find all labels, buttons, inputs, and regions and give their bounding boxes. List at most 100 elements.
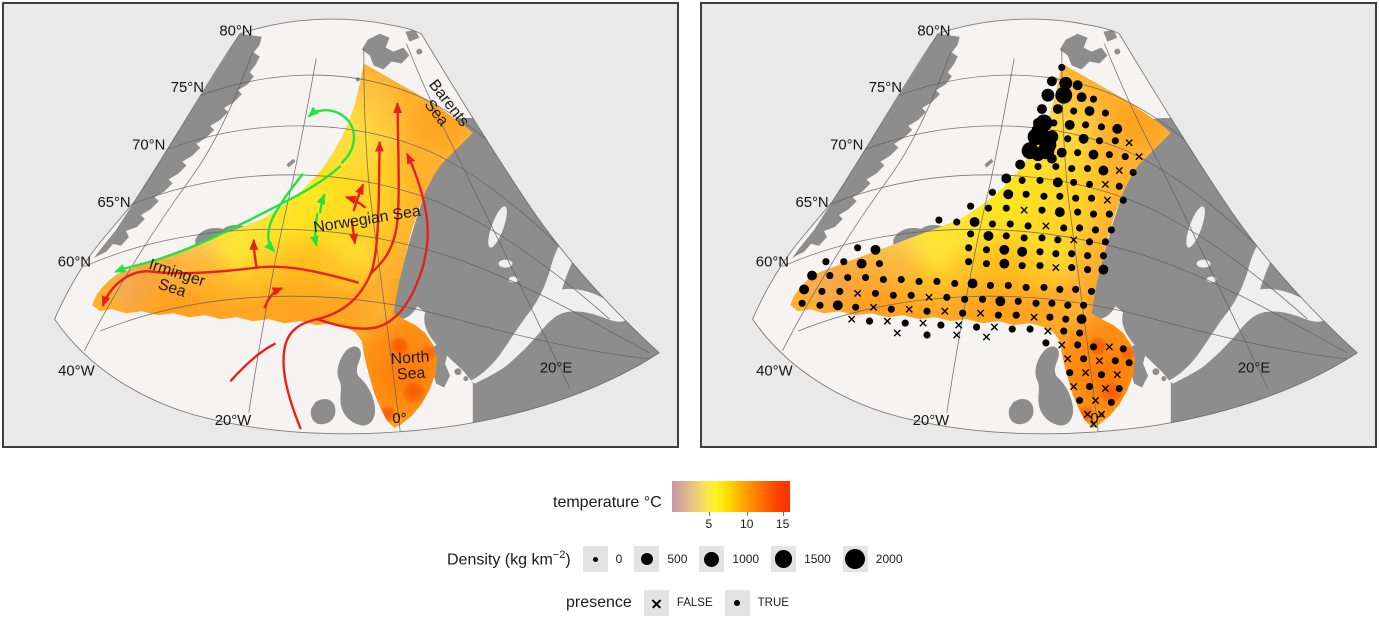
cold-polar-current <box>264 173 304 253</box>
sample-point-absent <box>941 307 949 315</box>
graticule-label: 20°W <box>215 413 252 429</box>
sample-point-absent <box>990 323 999 331</box>
island <box>454 368 462 376</box>
sample-point-absent <box>982 333 991 341</box>
graticule-line <box>406 43 571 389</box>
sample-point-absent <box>905 305 913 313</box>
legend-temperature-title: temperature °C <box>553 494 662 511</box>
sample-point-present <box>1068 164 1076 173</box>
graticule-label: 70°N <box>132 138 165 154</box>
colorbar-tick-label: 5 <box>705 517 713 531</box>
sample-point-present <box>1105 151 1113 159</box>
sample-point-absent <box>919 319 927 327</box>
graticule-boundary <box>54 18 660 435</box>
sample-point-present <box>1129 168 1137 177</box>
sample-point-present <box>984 204 993 212</box>
landmass <box>1008 398 1034 425</box>
sample-point-present <box>832 300 843 311</box>
sample-point-present <box>887 305 895 313</box>
sample-point-present <box>1072 285 1080 293</box>
sample-point-present <box>1056 192 1064 200</box>
sample-point-absent <box>976 309 985 317</box>
graticule-line <box>84 228 650 354</box>
sample-point-present <box>1058 63 1066 71</box>
sample-point-absent <box>1095 357 1104 365</box>
sample-point-present <box>933 277 941 286</box>
graticule-line <box>1061 48 1099 434</box>
graticule-line <box>798 295 1348 360</box>
sample-point-present <box>1052 162 1060 171</box>
sample-point-present <box>923 307 931 315</box>
graticule-label: 40°W <box>756 364 793 380</box>
sample-point-present <box>1018 176 1026 184</box>
landmass <box>984 158 994 168</box>
sample-point-present <box>967 202 975 210</box>
sample-point-present <box>1002 204 1010 212</box>
colorbar-tick <box>708 512 710 516</box>
sample-point-present <box>965 258 973 266</box>
density-key-label: 1000 <box>732 552 760 566</box>
sample-point-absent <box>1135 152 1143 161</box>
sample-point-present <box>1046 313 1054 321</box>
inland-water <box>1168 229 1325 384</box>
sample-point-present <box>959 309 967 317</box>
sample-point-absent <box>869 303 878 311</box>
landmass <box>286 158 296 168</box>
graticule-line <box>193 74 503 155</box>
sample-point-present <box>1018 262 1026 270</box>
sample-point-present <box>840 258 848 266</box>
sample-point-absent <box>1125 139 1133 147</box>
cold-polar-current <box>316 193 326 214</box>
sample-point-present <box>901 319 909 327</box>
sample-point-absent <box>1020 206 1028 214</box>
sample-point-present <box>856 258 867 269</box>
sample-point-present <box>1084 106 1095 116</box>
warm-atlantic-current <box>316 152 429 330</box>
sample-point-present <box>1040 192 1048 200</box>
sample-point-present <box>1101 238 1109 246</box>
legend-density-title-sup: −2 <box>552 548 566 561</box>
legend-presence-keys: FALSE TRUE <box>632 590 789 616</box>
density-key-label: 2000 <box>875 552 903 566</box>
warm-atlantic-current <box>229 342 276 382</box>
sample-point-present <box>875 260 884 268</box>
sample-point-present <box>1052 104 1063 115</box>
cold-polar-current <box>309 212 319 247</box>
legend-temperature: temperature °C 5 10 15 <box>553 481 790 531</box>
density-key-dot <box>845 549 866 569</box>
sample-point-present <box>1097 371 1105 379</box>
sample-point-present <box>988 220 996 228</box>
graticule-label: 40°W <box>58 364 94 380</box>
inland-water <box>470 229 627 384</box>
sample-point-absent <box>1089 420 1098 428</box>
density-key-swatch <box>582 546 608 572</box>
sample-point-present <box>1076 224 1084 232</box>
graticule-label: 65°N <box>97 195 130 211</box>
sample-point-present <box>935 216 943 224</box>
sample-point-present <box>822 258 830 266</box>
sample-point-present <box>1112 123 1123 134</box>
sample-point-present <box>999 244 1010 255</box>
graticule-label: 70°N <box>830 138 863 154</box>
sample-point-present <box>1038 206 1046 214</box>
sample-point-present <box>1037 104 1047 115</box>
sample-point-present <box>978 295 987 303</box>
sample-point-absent <box>1115 166 1123 175</box>
sample-point-present <box>871 289 880 297</box>
island <box>416 48 423 55</box>
sample-point-present <box>1054 207 1065 218</box>
sample-point-absent <box>1101 384 1110 393</box>
graticule-label: 0° <box>392 411 406 427</box>
graticule-label: 20°E <box>540 361 572 377</box>
sample-point-present <box>1107 398 1115 406</box>
sample-point-absent <box>1101 180 1110 189</box>
sample-point-present <box>852 303 860 311</box>
sample-point-present <box>1089 210 1098 218</box>
density-key-dot <box>774 550 793 568</box>
sample-point-present <box>1064 301 1072 309</box>
cross-marker-icon <box>652 599 661 608</box>
graticule-line <box>815 174 1308 320</box>
sample-points <box>798 63 1143 428</box>
sample-point-present <box>1076 314 1087 325</box>
density-key-label: 500 <box>667 552 688 566</box>
